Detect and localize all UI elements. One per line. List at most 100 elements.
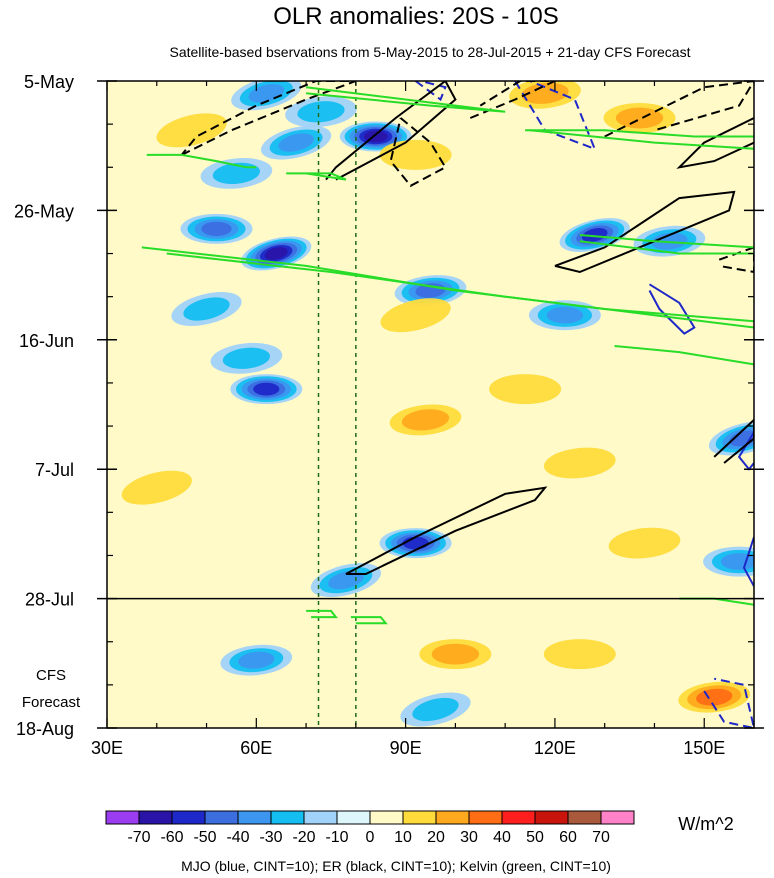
er-contour: [389, 117, 447, 188]
er-contour: [713, 418, 754, 464]
x-tick-label: 120E: [534, 738, 576, 758]
plot-frame: [106, 80, 755, 729]
anomaly-blob: [264, 247, 288, 260]
forecast-label-line1: CFS: [36, 667, 66, 684]
anomaly-blob: [121, 470, 192, 505]
anomaly-blob: [238, 651, 275, 669]
y-tick-label: 26-May: [14, 201, 74, 221]
kelvin-contour: [350, 616, 388, 625]
kelvin-contour: [306, 609, 338, 619]
plot-area: 30E 60E 90E 120E 150E 5-May 26-May 16-Jun 7-Jul…: [14, 72, 764, 758]
chart-subtitle: Satellite-based bservations from 5-May-2…: [170, 44, 691, 60]
colorbar-swatch: [369, 810, 404, 825]
wave-contours: [141, 81, 754, 728]
colorbar-swatch: [600, 810, 635, 825]
colorbar-label: 30: [460, 829, 478, 846]
colorbar-label: 40: [493, 829, 511, 846]
kelvin-contour: [529, 129, 754, 150]
anomaly-blob: [615, 107, 664, 129]
colorbar-label: -70: [127, 829, 150, 846]
mjo-contour: [742, 536, 754, 587]
y-tick-label: 28-Jul: [25, 590, 74, 610]
colorbar-swatch: [105, 810, 140, 825]
er-contour: [325, 81, 457, 181]
anomaly-blob: [253, 382, 280, 396]
anomaly-blob: [581, 228, 608, 242]
colorbar-label: -20: [292, 829, 315, 846]
colorbar-swatch: [237, 810, 272, 825]
colorbar-swatch: [567, 810, 602, 825]
colorbar-label: -60: [160, 829, 183, 846]
kelvin-contour: [305, 86, 506, 113]
mjo-contour: [415, 81, 447, 102]
kelvin-contour: [525, 129, 754, 138]
colorbar-label: 0: [366, 829, 375, 846]
anomaly-blob: [543, 447, 616, 479]
kelvin-contour: [286, 172, 347, 181]
kelvin-contour: [146, 153, 257, 169]
mjo-contour: [648, 283, 696, 335]
anomaly-blob: [201, 221, 232, 237]
anomaly-blob: [402, 536, 429, 550]
colorbar-swatch: [468, 810, 503, 825]
x-tick-label: 150E: [683, 738, 725, 758]
colorbar-label: -50: [193, 829, 216, 846]
reference-lines: [317, 81, 357, 728]
anomaly-blob: [729, 430, 754, 447]
colorbar-label: 20: [427, 829, 445, 846]
er-contour: [604, 81, 754, 138]
anomaly-blob: [546, 306, 584, 324]
anomaly-blob: [401, 409, 450, 431]
anomaly-blob: [521, 82, 569, 104]
x-tick-label: 90E: [390, 738, 422, 758]
x-axis: 30E 60E 90E 120E 150E: [91, 81, 755, 758]
anomaly-blob: [720, 553, 754, 570]
y-tick-label: 16-Jun: [19, 331, 74, 351]
anomaly-blob: [489, 374, 562, 405]
anomaly-blob: [431, 643, 480, 665]
contour-legend-note: MJO (blue, CINT=10); ER (black, CINT=10)…: [181, 858, 611, 874]
anomaly-blob: [380, 298, 451, 333]
anomaly-blob: [278, 133, 314, 152]
kelvin-contour: [579, 240, 754, 255]
colorbar-label: -40: [226, 829, 249, 846]
anomaly-blob: [608, 527, 681, 559]
colorbar-label: 10: [394, 829, 412, 846]
colorbar-swatch: [303, 810, 338, 825]
colorbar-label: 60: [559, 829, 577, 846]
anomaly-blob: [412, 697, 459, 722]
colorbar-swatch: [402, 810, 437, 825]
colorbar-swatch: [138, 810, 173, 825]
colorbar-swatch: [534, 810, 569, 825]
x-tick-label: 30E: [91, 738, 123, 758]
forecast-label-line2: Forecast: [22, 694, 81, 711]
anomaly-blob: [328, 570, 364, 590]
colorbar-swatch: [336, 810, 371, 825]
kelvin-contour: [579, 234, 754, 249]
colorbar-swatch: [204, 810, 239, 825]
colorbar-swatch: [435, 810, 470, 825]
colorbar-swatch: [270, 810, 305, 825]
anomaly-blob: [543, 639, 616, 670]
colorbar-units: W/m^2: [678, 814, 733, 834]
er-contour: [676, 117, 754, 169]
colorbar-swatch: [501, 810, 536, 825]
er-contour: [554, 190, 736, 274]
anomaly-blob: [156, 113, 227, 148]
anomaly-blob: [297, 101, 345, 123]
colorbar-label: -30: [259, 829, 282, 846]
anomaly-blob: [183, 297, 230, 321]
kelvin-contour: [166, 252, 754, 329]
y-axis: 5-May 26-May 16-Jun 7-Jul 28-Jul 18-Aug: [14, 72, 764, 739]
chart-title: OLR anomalies: 20S - 10S: [273, 3, 558, 30]
x-tick-label: 60E: [240, 738, 272, 758]
plot-background: [107, 81, 754, 728]
er-contour: [345, 486, 548, 575]
olr-anomaly-field: [121, 81, 754, 727]
anomaly-blob: [222, 347, 270, 369]
y-tick-label: 5-May: [24, 72, 74, 92]
kelvin-contour: [614, 345, 754, 366]
colorbar-label: 70: [592, 829, 610, 846]
y-tick-label: 7-Jul: [35, 460, 74, 480]
